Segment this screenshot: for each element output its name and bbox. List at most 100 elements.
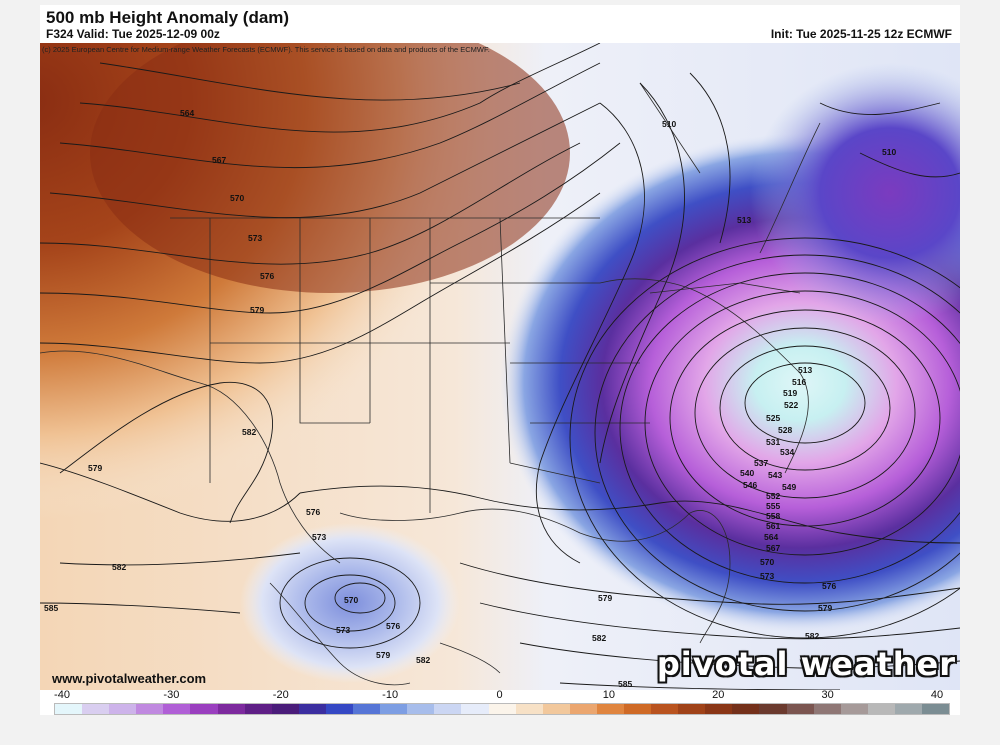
label-573-west: 573 xyxy=(248,233,262,243)
height-contours xyxy=(40,43,960,690)
contour-labels: 510 510 513 513 516 519 522 525 528 531 … xyxy=(44,108,896,689)
label-519: 519 xyxy=(783,388,797,398)
colorbar-swatch xyxy=(407,704,435,714)
label-576: 576 xyxy=(822,581,836,591)
map-title: 500 mb Height Anomaly (dam) xyxy=(46,8,290,27)
label-573-mex-s: 573 xyxy=(336,625,350,635)
colorbar-swatch xyxy=(298,704,326,714)
label-570: 570 xyxy=(760,557,774,567)
colorbar-tick-label: -30 xyxy=(163,689,180,701)
label-582-gulf: 582 xyxy=(592,633,606,643)
label-561: 561 xyxy=(766,521,780,531)
colorbar-swatch xyxy=(840,704,868,714)
label-582-sw: 582 xyxy=(112,562,126,572)
map-panel: 500 mb Height Anomaly (dam) F324 Valid: … xyxy=(40,5,960,715)
colorbar-swatch xyxy=(867,704,895,714)
colorbar-tick-label: 30 xyxy=(821,689,834,701)
colorbar-swatch xyxy=(894,704,922,714)
label-564-west: 564 xyxy=(180,108,194,118)
colorbar-swatch xyxy=(163,704,191,714)
label-567: 567 xyxy=(766,543,780,553)
label-579: 579 xyxy=(818,603,832,613)
colorbar-swatch xyxy=(732,704,760,714)
label-513-north: 513 xyxy=(737,215,751,225)
label-546: 546 xyxy=(743,480,757,490)
colorbar-swatch xyxy=(353,704,381,714)
borders-layer xyxy=(40,82,821,686)
colorbar-swatch xyxy=(109,704,137,714)
label-582-mex: 582 xyxy=(416,655,430,665)
website-link[interactable]: www.pivotalweather.com xyxy=(52,671,207,686)
colorbar-tick-label: 40 xyxy=(930,689,944,701)
colorbar-ticks: -40 -30 -20 -10 0 10 20 30 40 xyxy=(40,689,960,703)
label-573-mex: 573 xyxy=(312,532,326,542)
colorbar-swatch xyxy=(217,704,245,714)
label-567-west: 567 xyxy=(212,155,226,165)
colorbar-swatch xyxy=(461,704,489,714)
colorbar-swatch xyxy=(705,704,733,714)
label-531: 531 xyxy=(766,437,780,447)
colorbar-swatch xyxy=(651,704,679,714)
label-585: 585 xyxy=(618,679,632,689)
colorbar-swatch xyxy=(569,704,597,714)
colorbar-swatch xyxy=(678,704,706,714)
label-555: 555 xyxy=(766,501,780,511)
valid-time: F324 Valid: Tue 2025-12-09 00z xyxy=(46,27,220,41)
colorbar-swatch xyxy=(813,704,841,714)
label-579-sw: 579 xyxy=(88,463,102,473)
colorbar-swatch xyxy=(515,704,543,714)
label-579-west: 579 xyxy=(250,305,264,315)
colorbar xyxy=(54,703,950,715)
colorbar-tick-label: 10 xyxy=(602,689,615,701)
label-579-mex: 579 xyxy=(376,650,390,660)
colorbar-tick-label: -20 xyxy=(272,689,289,701)
label-576-mex-s: 576 xyxy=(386,621,400,631)
label-570-west: 570 xyxy=(230,193,244,203)
colorbar-swatch xyxy=(596,704,624,714)
colorbar-swatch xyxy=(271,704,299,714)
colorbar-swatch xyxy=(82,704,110,714)
label-510: 510 xyxy=(662,119,676,129)
brand-logo: pivotal weather xyxy=(656,645,956,683)
colorbar-swatch xyxy=(244,704,272,714)
label-582: 582 xyxy=(805,631,819,641)
label-585-sw: 585 xyxy=(44,603,58,613)
colorbar-tick-label: -40 xyxy=(54,689,70,701)
label-558: 558 xyxy=(766,511,780,521)
colorbar-swatch xyxy=(55,704,83,714)
label-534: 534 xyxy=(780,447,794,457)
label-537: 537 xyxy=(754,458,768,468)
label-564: 564 xyxy=(764,532,778,542)
label-573: 573 xyxy=(760,571,774,581)
colorbar-tick-label: -10 xyxy=(382,689,399,701)
init-time: Init: Tue 2025-11-25 12z ECMWF xyxy=(770,27,952,41)
colorbar-swatch xyxy=(488,704,516,714)
colorbar-swatch xyxy=(542,704,570,714)
label-552: 552 xyxy=(766,491,780,501)
label-576-mex: 576 xyxy=(306,507,320,517)
label-579-gulf: 579 xyxy=(598,593,612,603)
colorbar-swatch xyxy=(380,704,408,714)
label-510-ne: 510 xyxy=(882,147,896,157)
label-522: 522 xyxy=(784,400,798,410)
label-525: 525 xyxy=(766,413,780,423)
colorbar-swatch xyxy=(786,704,814,714)
colorbar-swatch xyxy=(190,704,218,714)
label-516: 516 xyxy=(792,377,806,387)
colorbar-swatch xyxy=(325,704,354,714)
height-anomaly-map: 510 510 513 513 516 519 522 525 528 531 … xyxy=(40,43,960,690)
label-543: 543 xyxy=(768,470,782,480)
colorbar-swatch xyxy=(623,704,652,714)
colorbar-swatch xyxy=(434,704,462,714)
copyright-notice: (c) 2025 European Centre for Medium-rang… xyxy=(42,45,490,54)
label-549: 549 xyxy=(782,482,796,492)
colorbar-swatch xyxy=(136,704,164,714)
label-570-mex: 570 xyxy=(344,595,358,605)
label-513: 513 xyxy=(798,365,812,375)
label-582-west: 582 xyxy=(242,427,256,437)
label-528: 528 xyxy=(778,425,792,435)
colorbar-tick-label: 20 xyxy=(712,689,725,701)
colorbar-swatch xyxy=(759,704,787,714)
colorbar-swatch xyxy=(922,704,950,714)
label-540: 540 xyxy=(740,468,754,478)
